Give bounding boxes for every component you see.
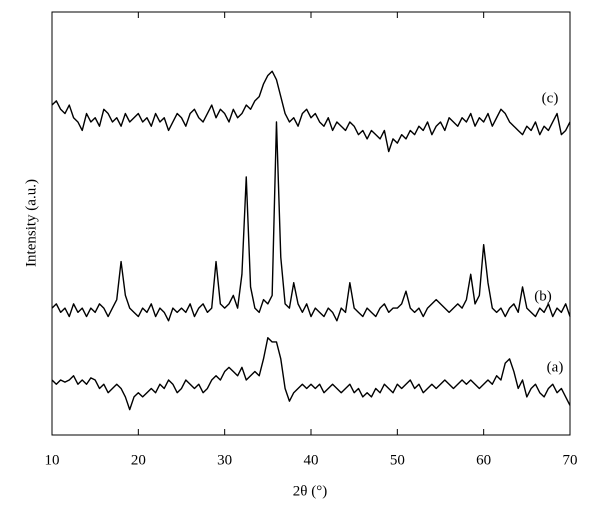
x-tick-label: 40 [304, 452, 319, 468]
curve-label: (a) [547, 359, 564, 375]
x-tick-label: 10 [45, 452, 60, 468]
curve-label: (c) [542, 90, 559, 106]
curve-label: (b) [534, 288, 552, 304]
x-tick-label: 30 [217, 452, 232, 468]
plot-frame [51, 11, 571, 436]
x-axis-label: 2θ (°) [293, 483, 327, 499]
x-tick-label: 60 [476, 452, 491, 468]
xrd-curve [51, 70, 571, 153]
x-tick-label: 20 [131, 452, 146, 468]
xrd-curve [51, 337, 571, 411]
xrd-curve [51, 121, 571, 322]
y-axis-label: Intensity (a.u.) [23, 179, 39, 267]
x-tick-label: 50 [390, 452, 405, 468]
x-tick-label: 70 [563, 452, 578, 468]
